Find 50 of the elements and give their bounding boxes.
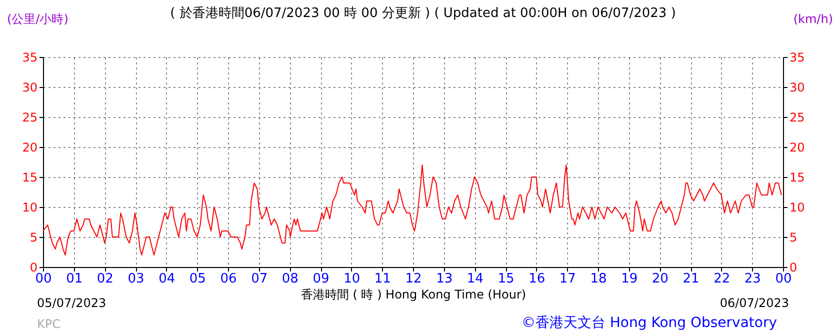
x-tick-label: 08 — [282, 272, 298, 286]
y-tick-label: 5 — [30, 230, 38, 244]
x-tick-label: 14 — [466, 272, 484, 286]
chart-title: ( 於香港時間06/07/2023 00 時 00 分更新 ) ( Updated at 00:00H on 06/07/2023 ) — [170, 6, 676, 21]
y2-axis-title: (km/h) — [793, 12, 833, 26]
x-tick-label: 02 — [96, 272, 114, 286]
y2-tick-label: 5 — [790, 230, 798, 244]
y2-tick-label: 20 — [790, 140, 805, 154]
x-tick-label: 00 — [775, 272, 792, 286]
y-tick-label: 10 — [22, 200, 38, 214]
x-tick-label: 23 — [744, 272, 761, 286]
x-tick-label: 07 — [251, 272, 268, 286]
x-tick-label: 06 — [220, 272, 237, 286]
x-tick-label: 21 — [682, 272, 700, 286]
x-tick-label: 15 — [498, 272, 514, 286]
y-tick-label: 30 — [22, 80, 38, 94]
x-tick-label: 12 — [405, 272, 422, 286]
x-tick-label: 13 — [436, 272, 453, 286]
y-axis-title: (公里/小時) — [7, 12, 68, 26]
x-tick-label: 19 — [621, 272, 638, 286]
y2-tick-label: 30 — [790, 80, 805, 94]
y2-tick-label: 10 — [790, 200, 805, 214]
line-series — [43, 164, 782, 256]
x-tick-label: 10 — [344, 272, 360, 286]
x-tick-label: 18 — [590, 272, 607, 286]
x-tick-label: 03 — [128, 272, 144, 286]
text: ©香港天文台 Hong Kong Observatory — [521, 315, 777, 331]
x-tick-label: 00 — [35, 272, 52, 286]
text: 06/07/2023 — [720, 296, 789, 310]
y2-tick-label: 15 — [790, 170, 805, 184]
x-tick-label: 17 — [559, 272, 576, 286]
x-tick-label: 05 — [189, 272, 206, 286]
y-tick-label: 25 — [22, 110, 38, 124]
y2-tick-label: 0 — [790, 260, 798, 274]
y2-tick-label: 35 — [790, 50, 805, 64]
y-tick-label: 35 — [22, 50, 38, 64]
x-tick-label: 11 — [374, 272, 391, 286]
text: 05/07/2023 — [37, 296, 106, 310]
y-tick-label: 20 — [22, 140, 38, 154]
text: KPC — [37, 317, 60, 331]
x-tick-label: 20 — [652, 272, 668, 286]
x-tick-label: 16 — [528, 272, 546, 286]
x-axis-title: 香港時間 ( 時 ) Hong Kong Time (Hour) — [300, 288, 526, 302]
x-tick-label: 01 — [66, 272, 83, 286]
x-tick-label: 09 — [312, 272, 330, 286]
x-tick-label: 04 — [158, 272, 176, 286]
x-tick-label: 22 — [714, 272, 730, 286]
y2-tick-label: 25 — [790, 110, 805, 124]
y-tick-label: 0 — [30, 260, 38, 274]
y-tick-label: 15 — [22, 170, 38, 184]
